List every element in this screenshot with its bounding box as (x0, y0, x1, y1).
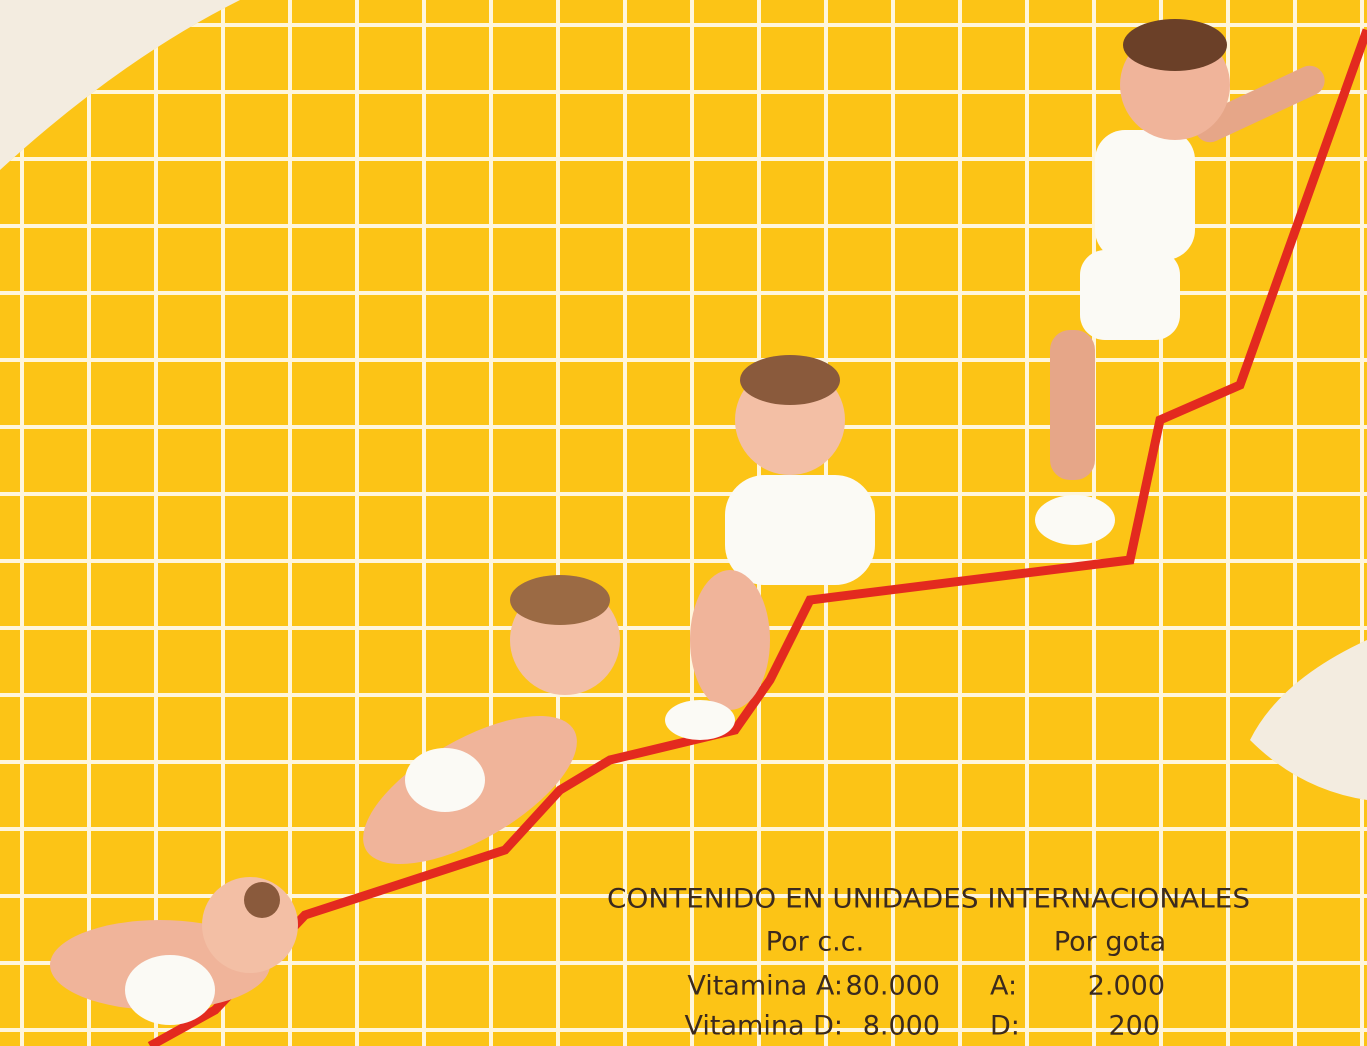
cell-value: 200 (1108, 1011, 1160, 1042)
illustration: CONTENIDO EN UNIDADES INTERNACIONALES Po… (0, 0, 1367, 1046)
row-label: Vitamina A: (687, 971, 843, 1002)
cell-value: 8.000 (863, 1011, 940, 1042)
column-header: Por gota (1054, 927, 1166, 958)
cell-value: 2.000 (1088, 971, 1165, 1002)
page: CONTENIDO EN UNIDADES INTERNACIONALES Po… (0, 0, 1367, 1046)
row-label: A: (990, 971, 1017, 1002)
row-label: D: (990, 1011, 1020, 1042)
column-header: Por c.c. (766, 927, 864, 958)
cell-value: 80.000 (846, 971, 940, 1002)
table-header: CONTENIDO EN UNIDADES INTERNACIONALES (607, 884, 1250, 915)
row-label: Vitamina D: (685, 1011, 843, 1042)
